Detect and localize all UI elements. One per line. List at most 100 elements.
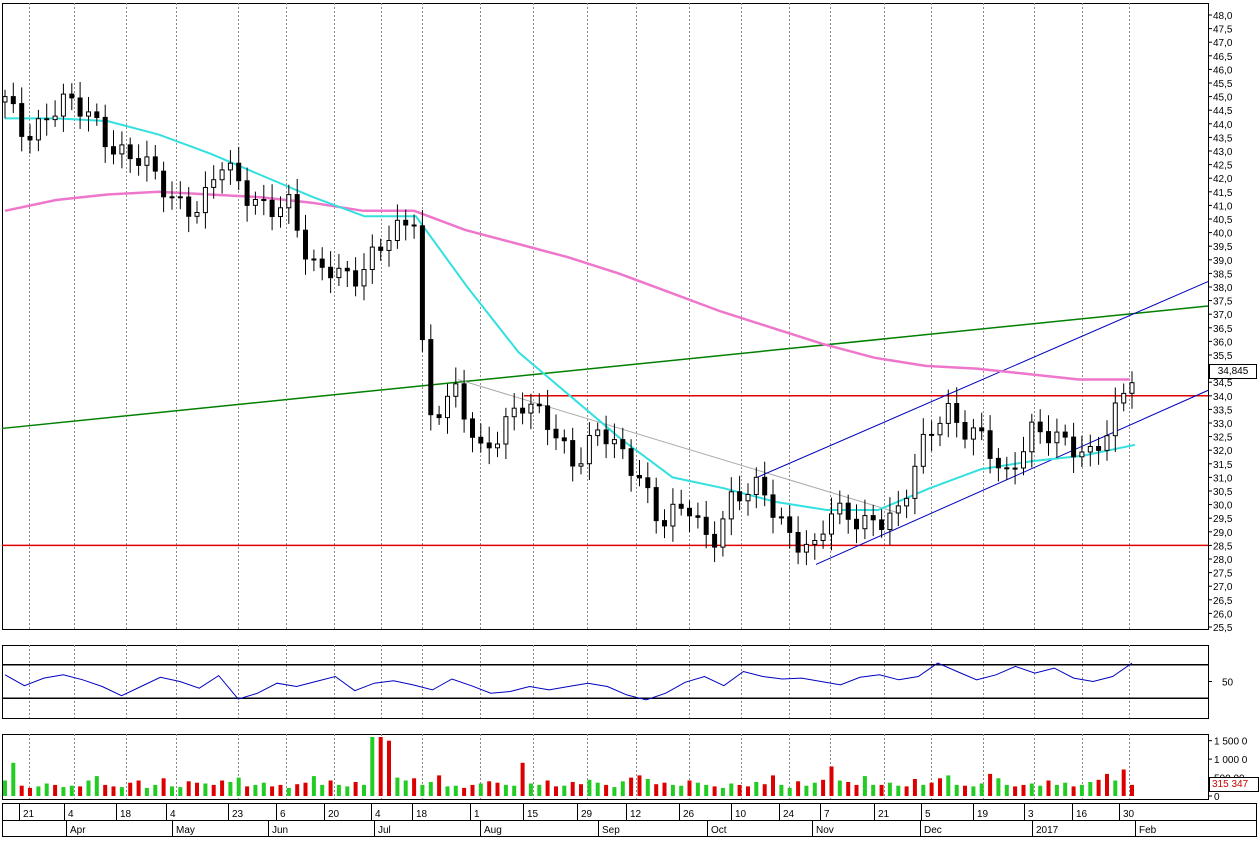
candle-body [888, 513, 892, 529]
candle-body [420, 226, 424, 340]
month-label: Nov [816, 825, 834, 836]
volume-bar [287, 788, 291, 796]
candle-body [688, 508, 692, 516]
volume-bar [462, 788, 466, 796]
volume-bar [704, 785, 708, 796]
date-tick-label: 1 [474, 809, 480, 820]
candle-body [404, 220, 408, 225]
volume-bar [721, 788, 725, 796]
candle-body [512, 408, 516, 417]
date-tick-label: 6 [280, 809, 286, 820]
volume-bar [70, 786, 74, 796]
price-tick-label: 25,5 [1213, 623, 1233, 634]
volume-bar [955, 785, 959, 796]
date-tick-label: 21 [878, 809, 890, 820]
volume-bar [521, 763, 525, 796]
volume-bar [387, 741, 391, 796]
volume-bar [846, 782, 850, 796]
volume-bar [746, 786, 750, 796]
volume-bar [454, 786, 458, 796]
candle-body [629, 449, 633, 476]
candle-body [554, 429, 558, 438]
candle-body [103, 117, 107, 146]
oscillator-tick-label: 50 [1222, 678, 1234, 689]
candle-body [1030, 422, 1034, 452]
candle-body [880, 520, 884, 530]
candle-body [971, 428, 975, 439]
price-tick-label: 27,0 [1213, 582, 1233, 593]
price-tick-label: 26,0 [1213, 609, 1233, 620]
volume-bar [880, 785, 884, 796]
volume-bar [312, 776, 316, 796]
volume-bar [679, 786, 683, 796]
volume-bar [646, 779, 650, 796]
candle-body [721, 519, 725, 547]
candle-body [537, 404, 541, 406]
candle-body [295, 195, 299, 231]
candle-body [395, 220, 399, 240]
candle-body [228, 163, 232, 170]
volume-tick-label: 1 000 0 [1214, 755, 1248, 766]
volume-bar [354, 782, 358, 796]
candle-body [821, 534, 825, 540]
candle-body [337, 268, 341, 277]
price-tick-label: 30,0 [1213, 501, 1233, 512]
candle-body [771, 495, 775, 517]
volume-bar [988, 774, 992, 796]
volume-bar [170, 786, 174, 796]
volume-bar [512, 786, 516, 796]
volume-bar [78, 786, 82, 796]
volume-tick-label: 0 [1214, 792, 1220, 803]
volume-bar [1080, 785, 1084, 796]
candle-body [112, 147, 116, 154]
candle-body [579, 464, 583, 466]
price-tick-label: 33,5 [1213, 405, 1233, 416]
candle-body [312, 259, 316, 260]
moving-average-slow [5, 192, 1130, 380]
candle-body [237, 163, 241, 181]
candle-body [1072, 437, 1076, 457]
price-tick-label: 46,5 [1213, 52, 1233, 63]
candle-body [95, 112, 99, 118]
candle-body [930, 434, 934, 435]
candle-body [746, 495, 750, 501]
candle-body [679, 504, 683, 508]
volume-bar [638, 775, 642, 796]
volume-bar [779, 785, 783, 796]
candle-body [36, 119, 40, 140]
date-tick-label: 20 [328, 809, 340, 820]
volume-bar [379, 737, 383, 796]
candle-body [187, 197, 191, 216]
candle-body [3, 97, 7, 102]
price-tick-label: 32,0 [1213, 446, 1233, 457]
volume-bar [612, 787, 616, 796]
candle-body [446, 396, 450, 417]
candle-body [203, 188, 207, 213]
month-label: Jul [378, 825, 391, 836]
volume-bar [112, 786, 116, 796]
price-tick-label: 34,5 [1213, 378, 1233, 389]
candle-body [604, 430, 608, 444]
price-tick-label: 46,0 [1213, 65, 1233, 76]
date-tick-label: 23 [232, 809, 244, 820]
date-tick-label: 30 [1123, 809, 1135, 820]
candle-body [796, 533, 800, 553]
volume-bar [36, 786, 40, 796]
candle-body [1088, 447, 1092, 453]
volume-bar [496, 783, 500, 796]
candle-body [279, 208, 283, 217]
volume-bar [1047, 781, 1051, 797]
candle-body [120, 145, 124, 154]
volume-bar [61, 787, 65, 796]
candle-body [696, 516, 700, 518]
last-volume-label: 315 347 [1209, 777, 1259, 792]
volume-bar [663, 783, 667, 796]
volume-bar [621, 781, 625, 796]
volume-bar [28, 788, 32, 796]
price-tick-label: 40,0 [1213, 229, 1233, 240]
date-tick-label: 16 [1076, 809, 1088, 820]
channel-lower [816, 390, 1208, 564]
candle-body [212, 180, 216, 188]
candle-body [863, 516, 867, 529]
candle-body [1130, 383, 1134, 394]
